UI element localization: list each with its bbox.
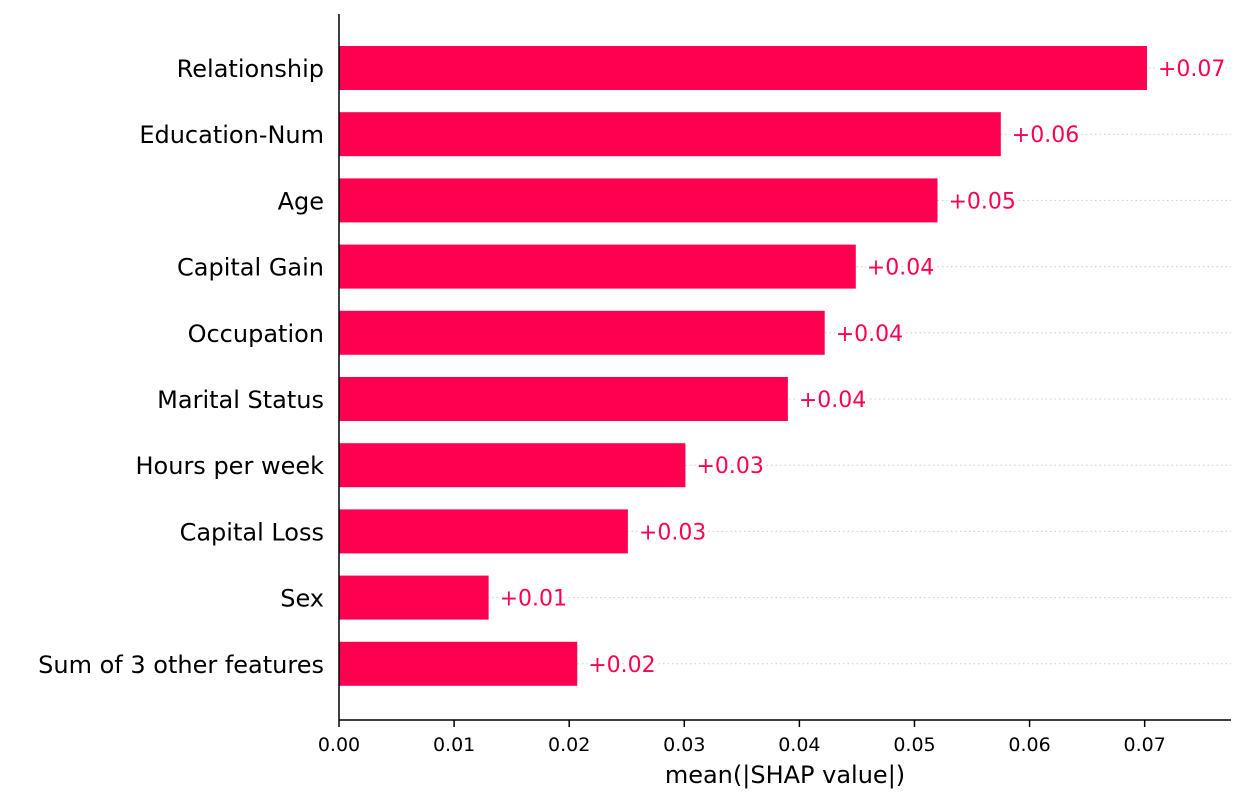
feature-label: Sex [280, 585, 324, 613]
feature-label: Marital Status [157, 386, 324, 414]
value-label: +0.04 [836, 322, 903, 347]
bar-education-num [339, 112, 1001, 157]
bar-marital-status [339, 377, 788, 421]
value-label: +0.05 [949, 189, 1016, 214]
x-tick-label: 0.05 [893, 734, 935, 756]
x-tick-label: 0.00 [318, 734, 360, 756]
x-tick-label: 0.06 [1008, 734, 1050, 756]
feature-label: Capital Gain [177, 254, 324, 282]
value-label: +0.02 [588, 653, 655, 678]
bar-capital-gain [339, 244, 856, 289]
value-label: +0.01 [500, 587, 567, 612]
bar-capital-loss [339, 509, 628, 554]
row-guides [339, 67, 1231, 665]
bar-hours-per-week [339, 443, 686, 488]
feature-label: Hours per week [136, 452, 325, 480]
x-tick-label: 0.07 [1124, 734, 1166, 756]
feature-label: Capital Loss [180, 518, 324, 546]
value-label: +0.06 [1012, 123, 1079, 148]
x-tick-label: 0.03 [663, 734, 705, 756]
x-tick-label: 0.01 [433, 734, 475, 756]
axes-group: 0.00 0.01 0.02 0.03 0.04 0.05 0.06 0.07 [318, 14, 1231, 756]
feature-label: Age [278, 187, 324, 215]
feature-label: Relationship [177, 55, 324, 83]
bar-relationship [339, 46, 1147, 90]
value-label: +0.04 [799, 388, 866, 413]
bar-sum-of-3-other-features [339, 641, 578, 686]
value-label: +0.03 [639, 520, 706, 545]
feature-label: Sum of 3 other features [38, 651, 324, 679]
value-label: +0.07 [1158, 57, 1225, 82]
bar-sex [339, 575, 489, 620]
x-tick-label: 0.04 [778, 734, 820, 756]
labels-group: Relationship +0.07 Education-Num +0.06 Age +0… [38, 54, 1228, 681]
bar-occupation [339, 310, 825, 355]
feature-label: Education-Num [139, 121, 324, 149]
x-axis-label: mean(|SHAP value|) [665, 761, 905, 789]
value-label: +0.03 [696, 454, 763, 479]
bars-group [339, 46, 1147, 686]
bar-age [339, 178, 938, 223]
feature-label: Occupation [188, 320, 324, 348]
x-tick-label: 0.02 [548, 734, 590, 756]
value-label: +0.04 [867, 256, 934, 281]
